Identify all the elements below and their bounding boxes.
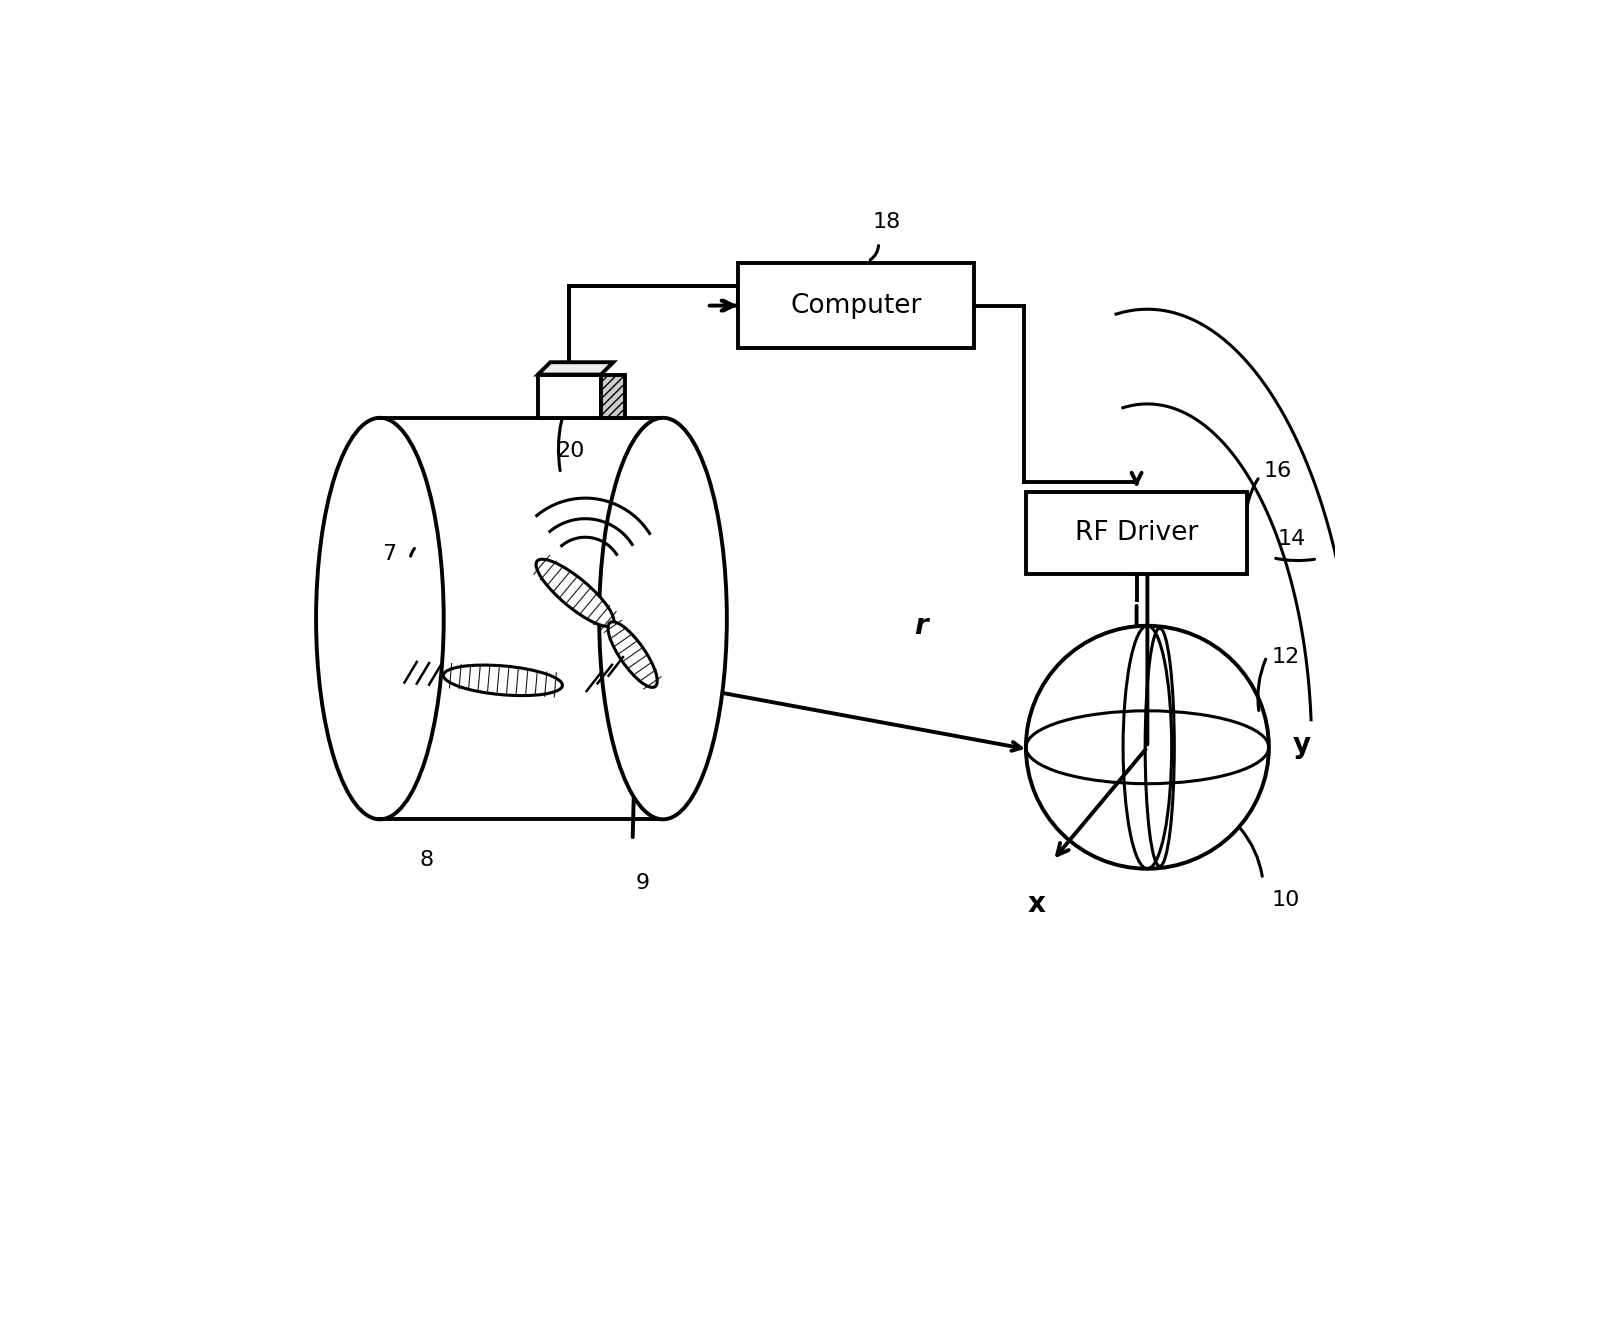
- FancyBboxPatch shape: [538, 374, 602, 417]
- Ellipse shape: [608, 622, 658, 687]
- Text: x: x: [1027, 889, 1045, 917]
- Text: 7: 7: [382, 544, 397, 564]
- FancyBboxPatch shape: [1026, 492, 1248, 575]
- Text: 20: 20: [557, 441, 586, 461]
- Text: 8: 8: [419, 850, 434, 870]
- Circle shape: [1026, 626, 1269, 869]
- Text: y: y: [1293, 731, 1310, 759]
- Polygon shape: [538, 362, 613, 374]
- Text: 16: 16: [1264, 461, 1293, 481]
- Text: z: z: [1120, 496, 1138, 524]
- Text: 6: 6: [706, 580, 718, 600]
- Text: 18: 18: [872, 213, 901, 233]
- Text: 12: 12: [1272, 647, 1299, 667]
- Text: r: r: [914, 612, 928, 640]
- Text: 9: 9: [635, 873, 650, 893]
- Ellipse shape: [598, 417, 726, 820]
- Polygon shape: [379, 417, 662, 820]
- Text: 14: 14: [1277, 529, 1306, 550]
- Text: RF Driver: RF Driver: [1075, 520, 1198, 545]
- Text: Computer: Computer: [790, 293, 922, 318]
- Ellipse shape: [536, 559, 614, 627]
- FancyBboxPatch shape: [738, 263, 974, 348]
- Text: 10: 10: [1270, 889, 1299, 909]
- Ellipse shape: [443, 664, 563, 695]
- Ellipse shape: [317, 417, 443, 820]
- FancyBboxPatch shape: [602, 374, 626, 417]
